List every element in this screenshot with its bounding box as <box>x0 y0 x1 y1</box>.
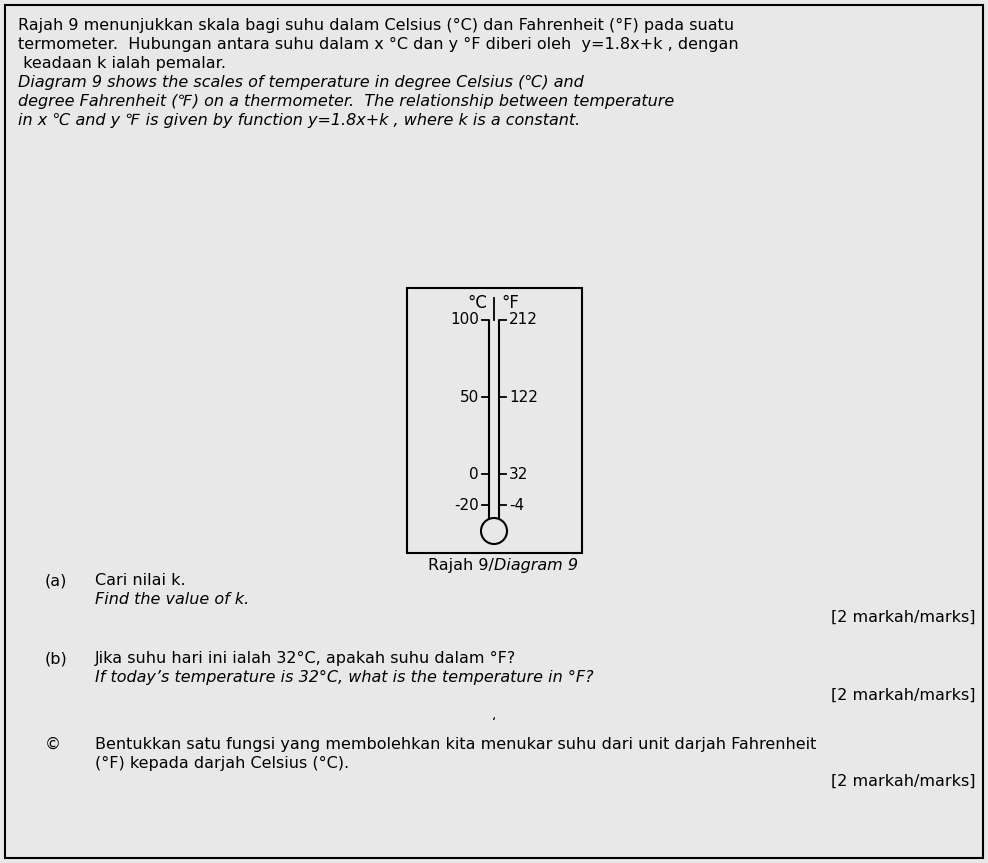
Text: °C: °C <box>467 294 487 312</box>
Text: -20: -20 <box>454 497 479 513</box>
Text: ‘: ‘ <box>492 716 496 730</box>
Text: (°F) kepada darjah Celsius (°C).: (°F) kepada darjah Celsius (°C). <box>95 756 349 771</box>
Text: Jika suhu hari ini ialah 32°C, apakah suhu dalam °F?: Jika suhu hari ini ialah 32°C, apakah su… <box>95 651 517 666</box>
Text: degree Fahrenheit (℉) on a thermometer.  The relationship between temperature: degree Fahrenheit (℉) on a thermometer. … <box>18 94 674 109</box>
Text: °F: °F <box>501 294 519 312</box>
Text: ©: © <box>45 737 61 752</box>
Text: [2 markah/marks]: [2 markah/marks] <box>831 610 975 625</box>
Text: Rajah 9/: Rajah 9/ <box>428 558 494 573</box>
Text: Bentukkan satu fungsi yang membolehkan kita menukar suhu dari unit darjah Fahren: Bentukkan satu fungsi yang membolehkan k… <box>95 737 816 752</box>
Text: (b): (b) <box>45 651 68 666</box>
Text: Diagram 9 shows the scales of temperature in degree Celsius (℃) and: Diagram 9 shows the scales of temperatur… <box>18 75 584 90</box>
Text: Cari nilai k.: Cari nilai k. <box>95 573 186 588</box>
Text: in x ℃ and y ℉ is given by function y=1.8x+k , where k is a constant.: in x ℃ and y ℉ is given by function y=1.… <box>18 113 580 128</box>
Text: termometer.  Hubungan antara suhu dalam x °C dan y °F diberi oleh  y=1.8x+k , de: termometer. Hubungan antara suhu dalam x… <box>18 37 739 52</box>
Text: -4: -4 <box>509 497 524 513</box>
Text: Rajah 9 menunjukkan skala bagi suhu dalam Celsius (°C) dan Fahrenheit (°F) pada : Rajah 9 menunjukkan skala bagi suhu dala… <box>18 18 734 33</box>
Text: [2 markah/marks]: [2 markah/marks] <box>831 774 975 789</box>
Bar <box>407 288 582 553</box>
Text: 122: 122 <box>509 389 537 405</box>
Text: keadaan k ialah pemalar.: keadaan k ialah pemalar. <box>18 56 226 71</box>
Text: Find the value of k.: Find the value of k. <box>95 592 249 607</box>
Text: [2 markah/marks]: [2 markah/marks] <box>831 688 975 703</box>
Text: 212: 212 <box>509 312 537 327</box>
Text: If today’s temperature is 32°C, what is the temperature in °F?: If today’s temperature is 32°C, what is … <box>95 670 594 685</box>
Circle shape <box>481 518 507 544</box>
Text: 32: 32 <box>509 467 529 482</box>
Text: Diagram 9: Diagram 9 <box>494 558 578 573</box>
Text: (a): (a) <box>45 573 67 588</box>
Text: 100: 100 <box>451 312 479 327</box>
Text: 0: 0 <box>469 467 479 482</box>
Text: 50: 50 <box>459 389 479 405</box>
